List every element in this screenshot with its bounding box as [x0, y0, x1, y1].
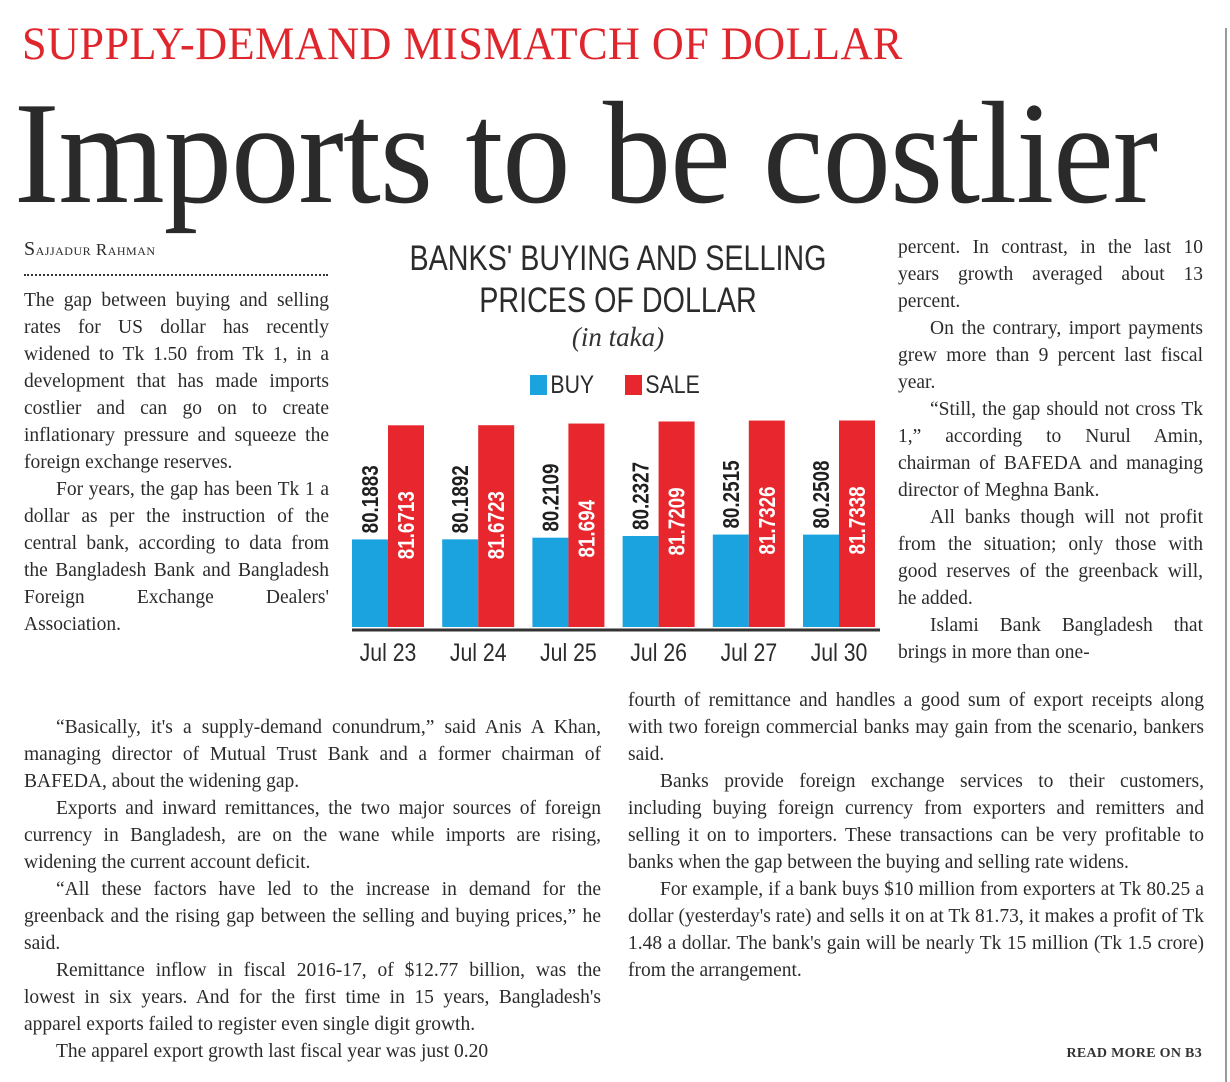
legend-item-sale: SALE	[625, 371, 700, 400]
data-label-sale: 81.7326	[755, 486, 780, 554]
bar-buy	[803, 534, 839, 627]
data-label-buy: 80.1883	[358, 465, 383, 533]
bar-sale	[388, 425, 424, 627]
bar-buy	[352, 539, 388, 627]
paragraph: For years, the gap has been Tk 1 a dolla…	[24, 479, 329, 635]
article-column-left-top: The gap between buying and selling rates…	[24, 287, 329, 638]
x-tick-label: Jul 30	[811, 638, 868, 666]
paragraph: “All these factors have led to the incre…	[24, 879, 601, 954]
bar-sale	[658, 421, 695, 627]
data-label-buy: 80.2327	[629, 462, 654, 530]
x-tick-label: Jul 27	[720, 638, 777, 666]
article-column-left-bottom: “Basically, it's a supply-demand conundr…	[24, 714, 601, 1065]
legend-label-sale: SALE	[645, 370, 701, 399]
legend-item-buy: BUY	[530, 371, 594, 400]
bar-buy	[622, 535, 659, 627]
byline-divider	[24, 274, 328, 276]
bar-sale	[748, 420, 785, 627]
byline: Sajjadur Rahman	[24, 238, 156, 260]
chart-title: BANKS' BUYING AND SELLING PRICES OF DOLL…	[409, 239, 827, 320]
paragraph: fourth of remittance and handles a good …	[628, 690, 1204, 765]
paragraph: Exports and inward remittances, the two …	[24, 798, 601, 873]
bar-sale	[839, 420, 875, 627]
paragraph: The gap between buying and selling rates…	[24, 290, 329, 473]
paragraph: Remittance inflow in fiscal 2016-17, of …	[24, 960, 601, 1035]
paragraph: percent. In contrast, in the last 10 yea…	[898, 237, 1203, 312]
column-rule	[1225, 28, 1227, 1082]
article-column-right-top: percent. In contrast, in the last 10 yea…	[898, 234, 1203, 666]
data-label-buy: 80.2508	[809, 460, 834, 528]
data-label-sale: 81.7338	[845, 486, 870, 554]
legend-label-buy: BUY	[550, 370, 595, 399]
paragraph: “Still, the gap should not cross Tk 1,” …	[898, 399, 1203, 501]
paragraph: For example, if a bank buys $10 million …	[628, 879, 1204, 981]
bar-chart: 80.1883 81.6713 Jul 23 80.1892 81.6723 Jul 24…	[352, 420, 880, 666]
paragraph: All banks though will not profit from th…	[898, 507, 1203, 609]
main-headline: Imports to be costlier	[14, 72, 1158, 234]
bar-buy	[442, 539, 479, 627]
data-label-buy: 80.2109	[539, 464, 564, 532]
bar-sale	[478, 425, 515, 627]
paragraph: Banks provide foreign exchange services …	[628, 771, 1204, 873]
paragraph: On the contrary, import payments grew mo…	[898, 318, 1203, 393]
article-column-right-bottom: fourth of remittance and handles a good …	[628, 687, 1204, 984]
x-tick-label: Jul 23	[360, 638, 417, 666]
bar-buy	[712, 534, 749, 627]
chart-subtitle: (in taka)	[571, 322, 665, 352]
data-label-sale: 81.694	[575, 500, 600, 558]
paragraph: The apparel export growth last fiscal ye…	[56, 1041, 489, 1062]
data-label-sale: 81.6713	[394, 491, 419, 559]
x-tick-label: Jul 24	[450, 638, 507, 666]
paragraph: “Basically, it's a supply-demand conundr…	[24, 717, 601, 792]
x-tick-label: Jul 26	[630, 638, 687, 666]
legend-swatch-buy	[530, 375, 547, 395]
read-more-link[interactable]: READ MORE ON B3	[1066, 1046, 1202, 1061]
data-label-buy: 80.2515	[719, 460, 744, 528]
data-label-buy: 80.1892	[449, 465, 474, 533]
bar-sale	[568, 423, 605, 627]
kicker-headline: SUPPLY-DEMAND MISMATCH OF DOLLAR	[22, 18, 903, 70]
chart-legend: BUY SALE	[530, 370, 733, 400]
legend-swatch-sale	[625, 375, 643, 395]
paragraph: Islami Bank Bangladesh that brings in mo…	[898, 615, 1203, 663]
bar-buy	[532, 537, 569, 627]
data-label-sale: 81.6723	[485, 491, 510, 559]
x-tick-label: Jul 25	[540, 638, 597, 666]
data-label-sale: 81.7209	[665, 487, 690, 555]
